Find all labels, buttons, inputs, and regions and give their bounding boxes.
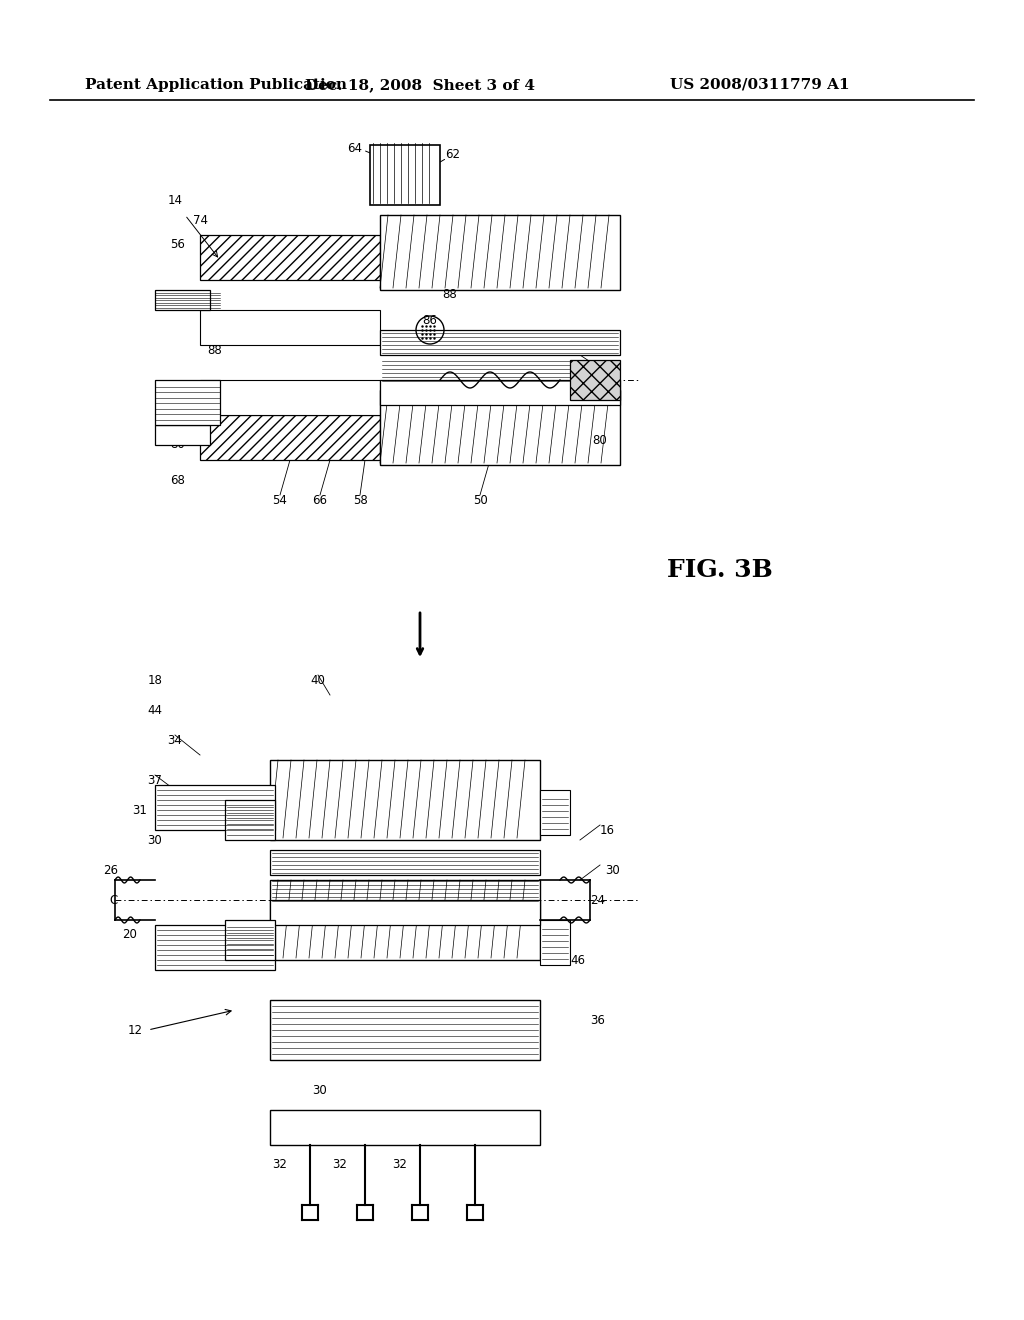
Bar: [380, 215, 620, 290]
Bar: [270, 880, 540, 960]
Text: 66: 66: [312, 494, 328, 507]
Text: 62: 62: [445, 149, 460, 161]
Bar: [380, 330, 620, 355]
Bar: [225, 920, 275, 960]
Text: 18: 18: [147, 673, 163, 686]
Text: Dec. 18, 2008  Sheet 3 of 4: Dec. 18, 2008 Sheet 3 of 4: [305, 78, 535, 92]
Bar: [200, 380, 380, 414]
Bar: [540, 789, 570, 836]
Text: 84: 84: [602, 374, 617, 387]
Text: 44: 44: [147, 704, 163, 717]
Text: 26: 26: [103, 863, 118, 876]
Text: C: C: [110, 894, 118, 907]
Bar: [155, 380, 220, 425]
Text: 58: 58: [352, 494, 368, 507]
Bar: [155, 425, 210, 445]
Bar: [380, 380, 620, 405]
Text: 80: 80: [593, 433, 607, 446]
Bar: [270, 1110, 540, 1144]
Text: 54: 54: [272, 494, 288, 507]
Text: 88: 88: [208, 343, 222, 356]
Text: 88: 88: [442, 289, 458, 301]
Bar: [540, 920, 570, 965]
Text: 16: 16: [600, 824, 615, 837]
Bar: [370, 145, 440, 205]
Bar: [200, 235, 380, 280]
Text: 40: 40: [310, 673, 326, 686]
Bar: [155, 290, 210, 310]
Bar: [200, 310, 380, 345]
Text: 46: 46: [570, 953, 585, 966]
Bar: [155, 785, 275, 830]
Text: 83: 83: [182, 413, 198, 426]
Text: 80: 80: [171, 438, 185, 451]
Text: 34: 34: [168, 734, 182, 747]
Bar: [270, 900, 540, 925]
Text: US 2008/0311779 A1: US 2008/0311779 A1: [670, 78, 850, 92]
Text: Patent Application Publication: Patent Application Publication: [85, 78, 347, 92]
Text: 37: 37: [147, 774, 163, 787]
Bar: [200, 414, 380, 459]
Text: 32: 32: [392, 1159, 408, 1172]
Text: 32: 32: [272, 1159, 288, 1172]
Text: 12: 12: [128, 1023, 142, 1036]
Text: 30: 30: [605, 863, 620, 876]
Text: 82: 82: [193, 384, 208, 396]
Bar: [225, 800, 275, 840]
Bar: [380, 389, 620, 465]
Bar: [270, 760, 540, 840]
Text: 74: 74: [193, 214, 208, 227]
Text: 31: 31: [132, 804, 147, 817]
Bar: [270, 1001, 540, 1060]
Text: 86: 86: [423, 314, 437, 326]
Text: 32: 32: [333, 1159, 347, 1172]
Bar: [570, 360, 620, 400]
Text: 56: 56: [171, 239, 185, 252]
Text: 36: 36: [590, 1014, 605, 1027]
Text: 20: 20: [123, 928, 137, 941]
Text: 30: 30: [147, 833, 163, 846]
Text: 14: 14: [168, 194, 182, 206]
Text: 64: 64: [347, 141, 362, 154]
Text: 50: 50: [473, 494, 487, 507]
Text: 24: 24: [590, 894, 605, 907]
Bar: [155, 925, 275, 970]
Text: 30: 30: [312, 1084, 328, 1097]
Text: FIG. 3B: FIG. 3B: [667, 558, 773, 582]
Bar: [270, 850, 540, 875]
Text: 68: 68: [171, 474, 185, 487]
